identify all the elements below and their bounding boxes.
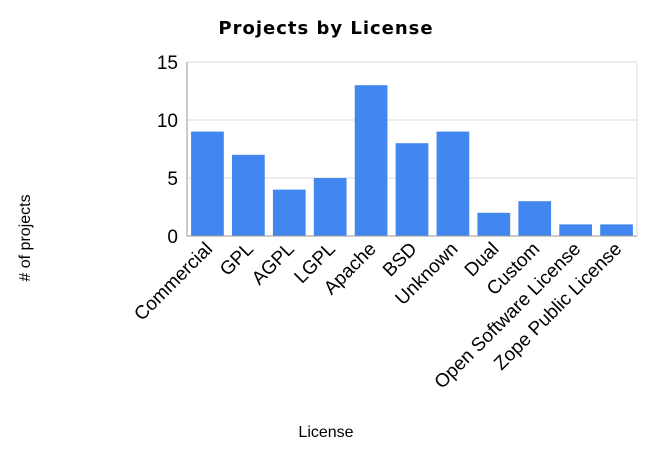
y-tick-label: 0 <box>167 227 178 248</box>
axes <box>186 62 637 237</box>
bar <box>354 85 388 236</box>
y-tick-label: 5 <box>167 169 178 190</box>
bar <box>477 212 511 236</box>
x-axis-title: License <box>298 424 353 441</box>
x-tick-labels: Commercial GPLAGPLLGPLApacheBSDUnknownDua… <box>130 239 626 394</box>
y-tick-labels: 0 5 10 15 <box>157 53 178 248</box>
bar <box>559 224 592 236</box>
bar <box>518 201 552 236</box>
bar <box>272 189 306 236</box>
y-tick-label: 10 <box>157 111 178 132</box>
chart-title: Projects by License <box>218 18 433 39</box>
x-tick-label: Commercial <box>130 239 217 326</box>
bar <box>600 224 633 236</box>
bar <box>436 131 470 236</box>
bar <box>313 178 347 236</box>
y-tick-label: 15 <box>157 53 178 74</box>
x-tick-label: AGPL <box>248 239 299 290</box>
bar <box>232 154 265 236</box>
bar <box>395 143 429 236</box>
y-axis-title: # of projects <box>17 194 34 281</box>
bars <box>191 85 633 236</box>
bar <box>191 131 224 236</box>
